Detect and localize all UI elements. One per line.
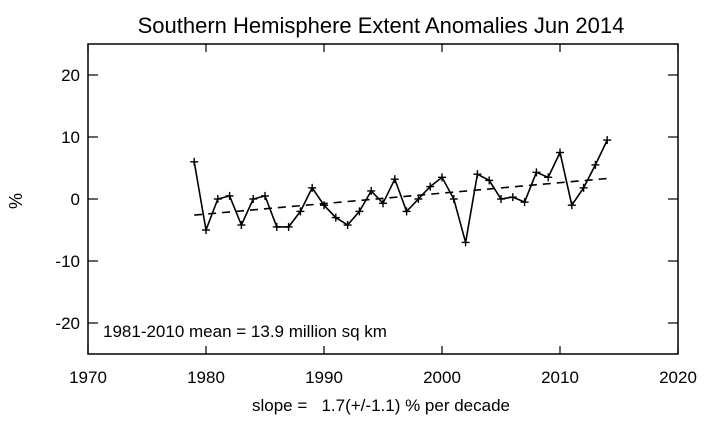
data-point [520,198,529,207]
data-point [603,136,612,145]
data-point [331,213,340,222]
data-point [320,201,328,210]
data-point [225,191,234,200]
data-point [343,221,352,230]
x-tick-label: 1980 [187,368,225,387]
y-tick-label: 0 [71,190,80,209]
data-point [567,201,576,210]
data-point [473,170,482,179]
data-point [284,222,293,231]
x-tick-label: 2010 [541,368,579,387]
data-point [308,183,317,192]
data-point [449,195,458,203]
data-point [414,195,423,203]
data-point [202,226,210,234]
data-point [544,173,553,182]
x-tick-label: 1970 [69,368,107,387]
data-point [402,207,411,216]
data-point [355,207,364,216]
data-point [426,182,435,191]
data-point [272,222,281,231]
y-tick-label: 20 [61,66,80,85]
data-point [579,183,588,192]
data-point [390,175,399,184]
data-point [249,195,258,203]
data-point [190,157,199,166]
data-point [497,195,505,203]
y-tick-label: 10 [61,128,80,147]
x-tick-label: 2000 [423,368,461,387]
data-point [532,168,541,177]
data-point [367,186,376,195]
x-axis-label: slope = 1.7(+/-1.1) % per decade [252,396,510,415]
data-point [591,160,600,169]
anomaly-line [193,139,608,243]
series-layer [190,136,612,247]
data-point [461,238,470,247]
chart-title: Southern Hemisphere Extent Anomalies Jun… [138,13,625,38]
data-point [213,195,222,203]
data-point [485,176,494,185]
data-point [296,207,305,216]
data-point [237,221,246,230]
y-tick-label: -20 [55,314,80,333]
mean-annotation: 1981-2010 mean = 13.9 million sq km [103,322,387,341]
data-point [438,173,446,182]
y-axis: -20 -10 0 10 20 [55,66,678,333]
x-tick-label: 1990 [305,368,343,387]
x-axis: 1970 1980 1990 2000 2010 2020 [69,44,697,387]
data-point [261,191,269,200]
data-point [508,193,517,202]
x-tick-label: 2020 [659,368,697,387]
y-tick-label: -10 [55,252,80,271]
y-axis-label: % [6,193,26,209]
data-point [556,148,564,157]
data-point [379,199,387,208]
